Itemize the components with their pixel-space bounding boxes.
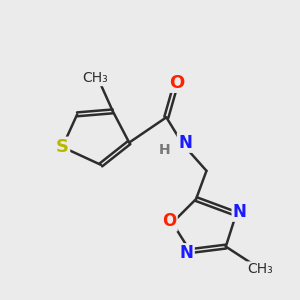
Text: N: N xyxy=(180,244,194,262)
Text: CH₃: CH₃ xyxy=(247,262,273,277)
Text: S: S xyxy=(56,138,69,156)
Text: O: O xyxy=(162,212,176,230)
Text: O: O xyxy=(169,74,184,92)
Text: CH₃: CH₃ xyxy=(82,71,108,85)
Text: N: N xyxy=(178,134,192,152)
Text: H: H xyxy=(159,143,171,157)
Text: N: N xyxy=(233,202,247,220)
